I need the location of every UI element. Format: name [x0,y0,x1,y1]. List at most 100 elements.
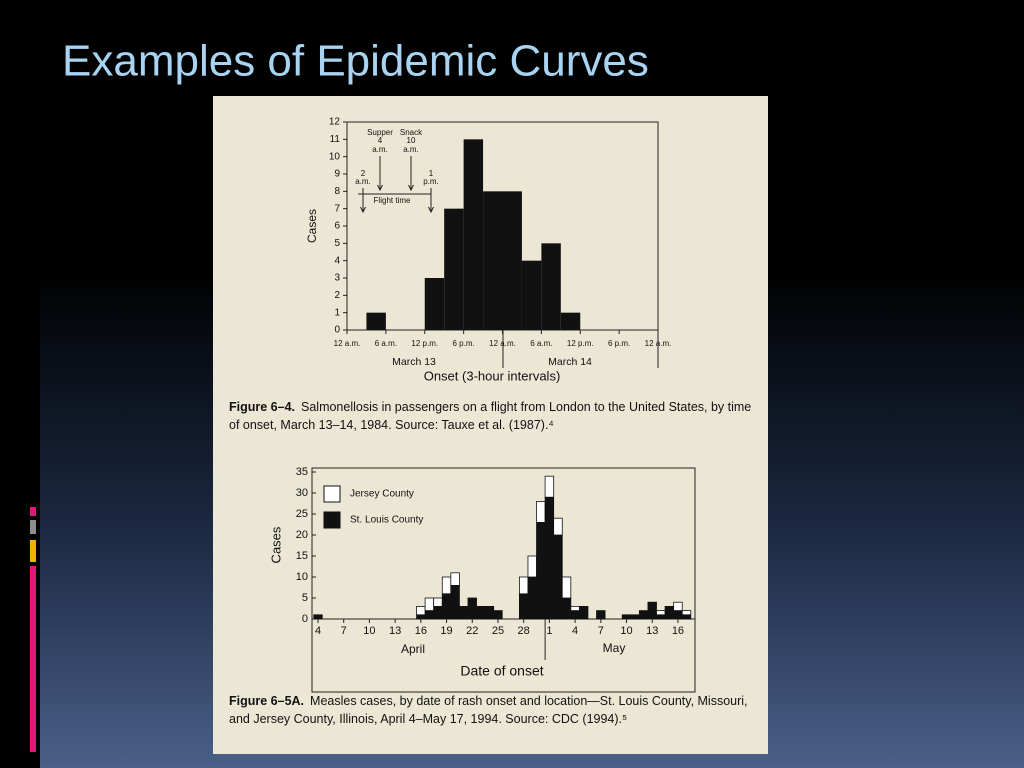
y-tick-label: 30 [296,487,308,499]
annotation: 2 [361,169,366,178]
y-tick-label: 10 [329,151,341,162]
bar-segment [561,576,572,599]
bar-segment [467,597,477,620]
caption-text: Salmonellosis in passengers on a flight … [229,400,752,432]
annotation: 10 [407,136,416,145]
annotation: Flight time [374,196,411,205]
x-tick-label: 12 a.m. [334,339,361,348]
bar-segment [484,606,495,620]
legend-swatch [323,511,341,529]
y-axis-label: Cases [305,209,319,243]
x-tick-label: 16 [415,625,427,637]
annotation: Snack [400,128,423,137]
bar [521,260,542,330]
x-tick-label: 13 [646,625,658,637]
y-tick-label: 8 [334,186,340,197]
y-tick-label: 5 [302,592,308,604]
bar-segment [544,475,555,498]
y-tick-label: 9 [334,169,340,180]
annotation: Supper [367,128,393,137]
bar-segment [518,576,529,595]
bar-segment [630,614,640,620]
y-tick-label: 15 [296,550,308,562]
decor [30,507,36,516]
y-tick-label: 2 [334,290,340,301]
y-tick-label: 35 [296,466,308,478]
bar-segment [518,593,529,620]
bar-segment [416,614,426,620]
bar-segment [561,597,572,620]
bar [502,191,522,330]
legend-swatch [323,485,341,503]
y-tick-label: 25 [296,508,308,520]
x-tick-label: 7 [598,625,604,637]
annotation: a.m. [403,145,419,154]
x-tick-label: 25 [492,625,504,637]
bar-segment [424,610,435,620]
bar-segment [621,614,632,620]
bar-segment [433,597,443,607]
bar-segment [656,610,666,616]
y-tick-label: 0 [302,613,308,625]
bar-segment [536,522,546,620]
arrow-head [428,206,434,214]
caption: Figure 6–4. Salmonellosis in passengers o… [229,398,759,434]
x-tick-label: 19 [440,625,452,637]
x-tick-label: 12 p.m. [411,339,438,348]
bar-segment [441,576,452,595]
decor [30,540,36,562]
bar-segment [424,597,435,612]
x-tick-label: 12 p.m. [567,339,594,348]
bar [366,312,386,330]
bar-segment [433,606,443,620]
bar-segment [570,610,580,620]
x-tick-label: 4 [572,625,578,637]
bar-segment [536,500,546,523]
bar-segment [553,517,563,536]
y-tick-label: 3 [334,273,340,284]
arrow-head [360,206,366,214]
y-tick-label: 6 [334,221,340,232]
chart-2: 0 5 10 15 20 25 30 35 4 7 10 13 16 19 22 25 28 1 4 7 10 13 16 A… [268,466,695,679]
arrow-head [377,184,383,192]
bar-segment [553,534,563,620]
bar-segment [681,610,692,616]
annotation: March 14 [548,356,592,368]
x-tick-label: 4 [315,625,321,637]
bar-segment [570,606,580,612]
bar-segment [441,593,452,620]
legend-label: St. Louis County [350,515,423,526]
decor [30,566,36,752]
bar-segment [656,614,666,620]
bar [560,312,581,330]
x-tick-label: 6 a.m. [530,339,552,348]
x-tick-label: 10 [620,625,632,637]
x-tick-label: 7 [341,625,347,637]
plot-frame [311,467,696,693]
bar-segment [578,606,589,620]
bar [541,243,561,330]
annotation: a.m. [355,177,371,186]
caption-text: Measles cases, by date of rash onset and… [229,694,748,726]
x-tick-label: 6 p.m. [608,339,630,348]
bar [424,278,445,330]
y-axis-label: Cases [268,526,283,563]
bar-segment [527,555,537,578]
y-tick-label: 4 [334,255,340,266]
x-tick-label: 1 [546,625,552,637]
y-tick-label: 7 [334,203,340,214]
bar-segment [596,610,606,620]
caption-label: Figure 6–4. [229,400,295,414]
x-tick-label: 16 [672,625,684,637]
caption: Figure 6–5A. Measles cases, by date of ra… [229,692,759,728]
annotation: May [603,641,626,655]
x-tick-label: 28 [518,625,530,637]
bar-segment [450,572,460,586]
bar-segment [673,610,683,620]
x-tick-label: 22 [466,625,478,637]
annotation: 1 [429,169,434,178]
bar [444,208,464,330]
